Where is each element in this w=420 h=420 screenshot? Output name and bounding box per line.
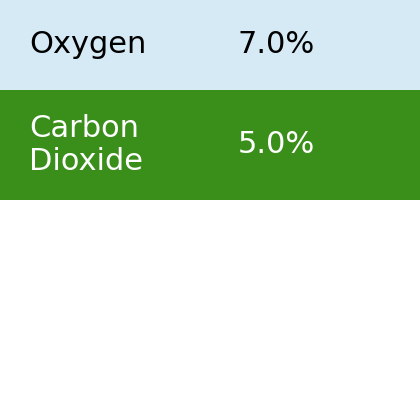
Bar	[0, 0, 420, 90]
Bar	[0, 90, 420, 200]
Text: Carbon
Dioxide: Carbon Dioxide	[29, 114, 143, 176]
Text: 7.0%: 7.0%	[237, 30, 315, 60]
Text: 5.0%: 5.0%	[237, 130, 315, 160]
Text: Oxygen: Oxygen	[29, 30, 147, 60]
